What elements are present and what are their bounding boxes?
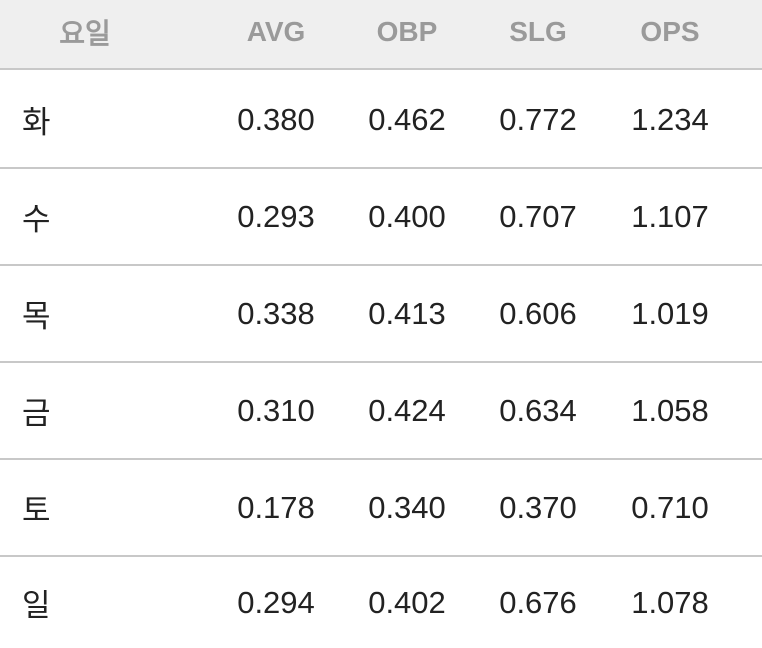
header-cell: SLG xyxy=(509,16,567,47)
stat-cell: 0.293 xyxy=(237,198,315,234)
header-cell: AVG xyxy=(246,16,306,47)
table-row: 토 0.178 0.340 0.370 0.710 xyxy=(0,460,762,557)
day-cell: 수 xyxy=(22,202,51,237)
header-cell: OPS xyxy=(640,16,700,47)
day-cell: 금 xyxy=(22,396,51,431)
table-row: 일 0.294 0.402 0.676 1.078 xyxy=(0,557,762,648)
stat-cell: 1.078 xyxy=(631,584,709,620)
table-row: 수 0.293 0.400 0.707 1.107 xyxy=(0,169,762,266)
stat-cell: 0.606 xyxy=(499,295,577,331)
stat-cell: 1.107 xyxy=(631,198,709,234)
stat-cell: 0.340 xyxy=(368,489,446,525)
day-cell: 화 xyxy=(22,105,51,140)
stat-cell: 0.310 xyxy=(237,392,315,428)
stat-cell: 0.370 xyxy=(499,489,577,525)
stat-cell: 0.402 xyxy=(368,584,446,620)
table-row: 화 0.380 0.462 0.772 1.234 xyxy=(0,72,762,169)
stat-cell: 0.707 xyxy=(499,198,577,234)
header-row: 요일 AVG OBP SLG OPS xyxy=(0,0,762,70)
stat-cell: 1.234 xyxy=(631,101,709,137)
stat-cell: 0.710 xyxy=(631,489,709,525)
table-row: 목 0.338 0.413 0.606 1.019 xyxy=(0,266,762,363)
table-row: 금 0.310 0.424 0.634 1.058 xyxy=(0,363,762,460)
stat-cell: 0.676 xyxy=(499,584,577,620)
stat-cell: 0.338 xyxy=(237,295,315,331)
day-cell: 일 xyxy=(22,588,51,623)
stat-cell: 0.634 xyxy=(499,392,577,428)
stat-cell: 0.772 xyxy=(499,101,577,137)
stat-cell: 0.462 xyxy=(368,101,446,137)
stat-cell: 0.380 xyxy=(237,101,315,137)
stat-cell: 0.424 xyxy=(368,392,446,428)
stat-cell: 1.019 xyxy=(631,295,709,331)
stat-cell: 0.294 xyxy=(237,584,315,620)
header-cell: OBP xyxy=(376,16,438,47)
day-cell: 목 xyxy=(22,299,51,334)
stat-cell: 0.178 xyxy=(237,489,315,525)
header-cell: 요일 xyxy=(59,18,111,49)
stat-cell: 0.400 xyxy=(368,198,446,234)
day-cell: 토 xyxy=(22,493,51,528)
stat-cell: 1.058 xyxy=(631,392,709,428)
stat-cell: 0.413 xyxy=(368,295,446,331)
